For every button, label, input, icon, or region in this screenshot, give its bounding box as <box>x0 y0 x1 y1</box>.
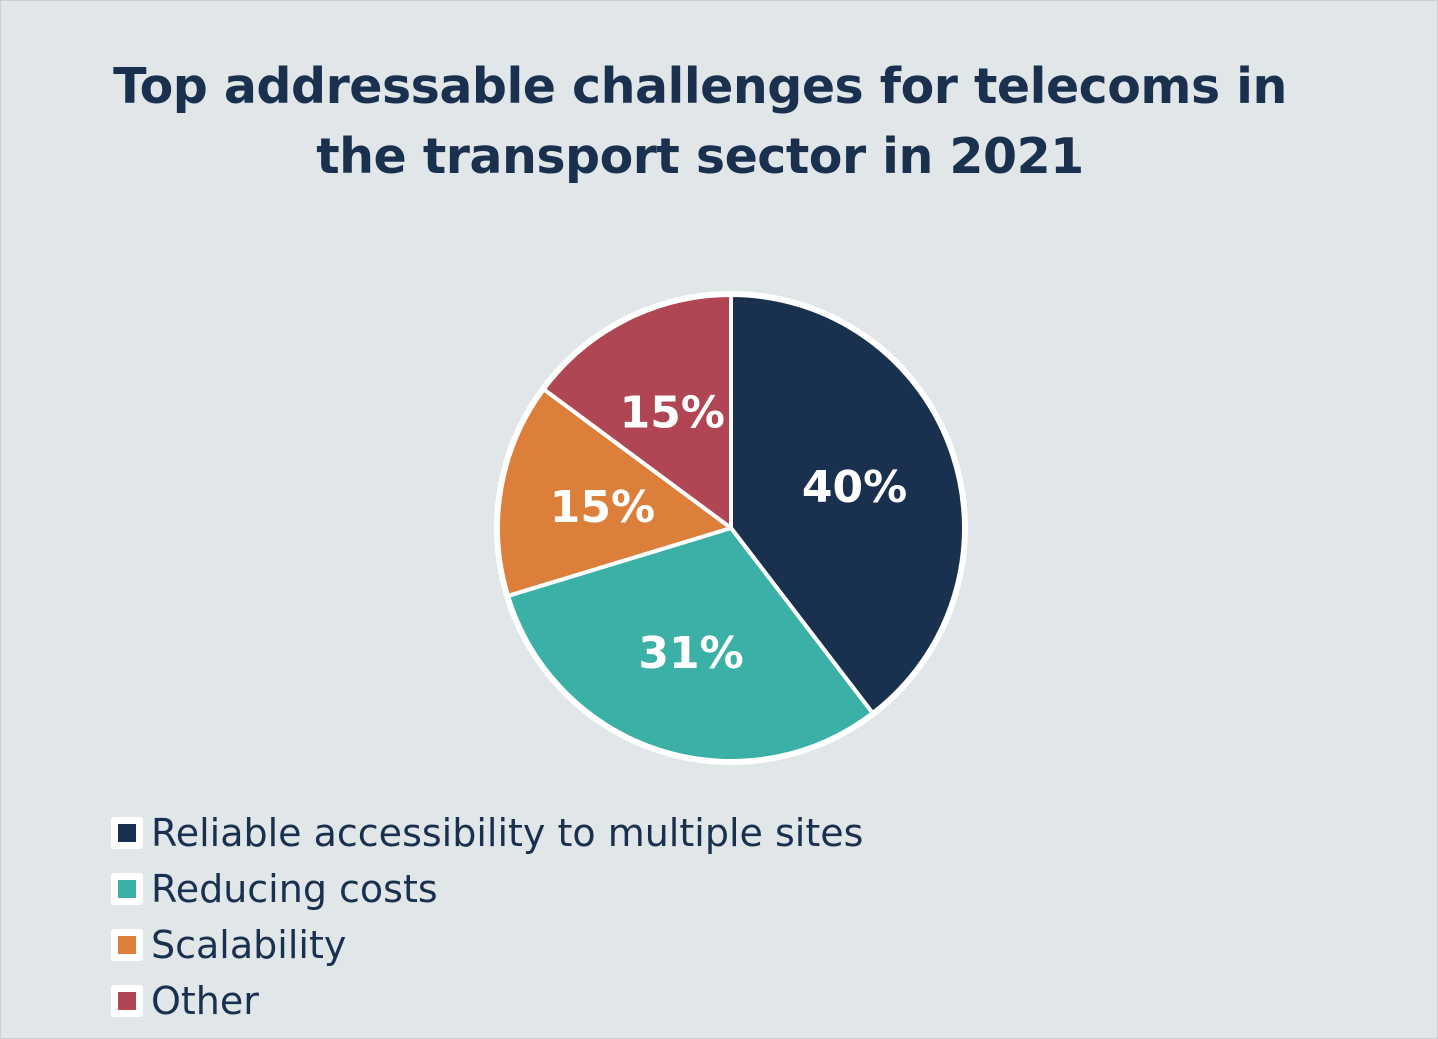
legend: Reliable accessibility to multiple sites… <box>111 805 863 1029</box>
legend-label: Reliable accessibility to multiple sites <box>151 811 864 855</box>
data-label-2: 31% <box>638 628 743 679</box>
legend-swatch <box>111 929 143 961</box>
pie-slice-4 <box>541 293 733 530</box>
title-line-1: Top addressable challenges for telecoms … <box>113 58 1287 115</box>
legend-swatch <box>111 873 143 905</box>
data-label-4: 15% <box>620 387 725 438</box>
legend-label: Scalability <box>151 923 347 967</box>
pie-slice-2 <box>506 526 875 763</box>
legend-swatch <box>111 817 143 849</box>
title-line-2: the transport sector in 2021 <box>316 128 1084 185</box>
legend-item-reducing-costs: Reducing costs <box>111 861 863 917</box>
legend-label: Other <box>151 979 259 1023</box>
legend-swatch <box>111 985 143 1017</box>
data-label-3: 15% <box>550 482 655 533</box>
pie-slice-3 <box>496 387 733 598</box>
chart-title: Top addressable challenges for telecoms … <box>100 52 1300 192</box>
pie-slice-1 <box>729 293 966 716</box>
legend-item-scalability: Scalability <box>111 917 863 973</box>
legend-item-reliable-accessibility: Reliable accessibility to multiple sites <box>111 805 863 861</box>
legend-label: Reducing costs <box>151 867 438 911</box>
data-label-1: 40% <box>802 462 907 513</box>
legend-item-other: Other <box>111 973 863 1029</box>
